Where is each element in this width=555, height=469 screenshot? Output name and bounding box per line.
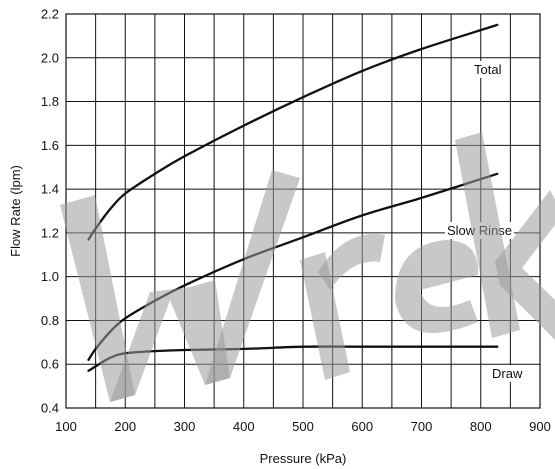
x-tick-label: 500 bbox=[292, 419, 314, 434]
y-tick-label: 1.4 bbox=[41, 182, 59, 197]
x-tick-label: 100 bbox=[55, 419, 77, 434]
tick-labels: 100 200 300 400 500 600 700 800 900 0.4 0.6 0.8 1.0 1… bbox=[41, 7, 551, 435]
y-tick-label: 0.4 bbox=[41, 401, 59, 416]
y-axis-title: Flow Rate (lpm) bbox=[8, 165, 23, 257]
x-axis-title: Pressure (kPa) bbox=[260, 451, 347, 466]
x-tick-label: 200 bbox=[114, 419, 136, 434]
y-tick-label: 1.6 bbox=[41, 138, 59, 153]
x-tick-label: 300 bbox=[174, 419, 196, 434]
y-tick-label: 1.8 bbox=[41, 94, 59, 109]
y-tick-label: 0.8 bbox=[41, 313, 59, 328]
series-label-background bbox=[472, 61, 504, 78]
y-tick-label: 2.0 bbox=[41, 50, 59, 65]
series-label-draw: Draw bbox=[490, 365, 525, 382]
x-tick-label: 600 bbox=[351, 419, 373, 434]
x-tick-label: 400 bbox=[233, 419, 255, 434]
series-label-total: Total bbox=[472, 61, 504, 78]
series-line-total bbox=[87, 23, 499, 241]
x-tick-label: 700 bbox=[411, 419, 433, 434]
y-tick-label: 2.2 bbox=[41, 7, 59, 22]
series-label-text: Total bbox=[474, 62, 502, 77]
y-tick-label: 0.6 bbox=[41, 357, 59, 372]
y-tick-label: 1.2 bbox=[41, 225, 59, 240]
x-tick-label: 900 bbox=[529, 419, 551, 434]
y-tick-label: 1.0 bbox=[41, 269, 59, 284]
series-label-text: Draw bbox=[492, 366, 523, 381]
x-tick-label: 800 bbox=[470, 419, 492, 434]
watermark-logo bbox=[60, 132, 555, 402]
series-label-background bbox=[490, 365, 525, 382]
